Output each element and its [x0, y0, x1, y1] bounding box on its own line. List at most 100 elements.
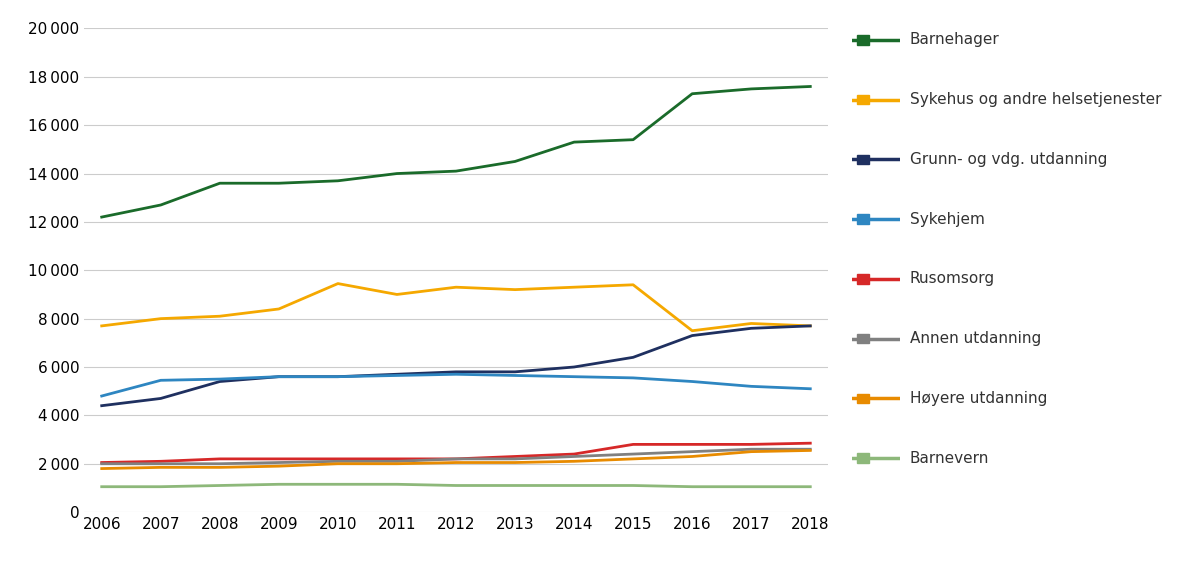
Høyere utdanning	[566, 458, 581, 465]
Annen utdanning	[803, 446, 817, 453]
Sykehus og andre helsetjenester	[508, 286, 522, 293]
Text: Rusomsorg: Rusomsorg	[910, 271, 995, 286]
Sykehus og andre helsetjenester	[566, 284, 581, 291]
Rusomsorg	[212, 455, 227, 462]
Sykehus og andre helsetjenester	[271, 306, 286, 312]
Sykehjem	[390, 372, 404, 379]
Sykehjem	[803, 385, 817, 392]
Høyere utdanning	[154, 464, 168, 471]
Sykehus og andre helsetjenester	[154, 315, 168, 322]
Line: Barnevern: Barnevern	[102, 484, 810, 486]
Barnevern	[803, 483, 817, 490]
Rusomsorg	[508, 453, 522, 460]
Sykehjem	[95, 393, 109, 399]
Rusomsorg	[271, 455, 286, 462]
FancyBboxPatch shape	[857, 215, 869, 224]
Sykehus og andre helsetjenester	[803, 323, 817, 329]
Rusomsorg	[685, 441, 700, 448]
Rusomsorg	[154, 458, 168, 465]
Barnehager	[685, 90, 700, 97]
Grunn- og vdg. utdanning	[626, 354, 641, 361]
Sykehjem	[744, 383, 758, 390]
Grunn- og vdg. utdanning	[154, 395, 168, 402]
FancyBboxPatch shape	[857, 35, 869, 44]
Sykehus og andre helsetjenester	[390, 291, 404, 298]
Sykehus og andre helsetjenester	[626, 282, 641, 288]
Barnehager	[449, 168, 463, 175]
Sykehus og andre helsetjenester	[449, 284, 463, 291]
Text: Grunn- og vdg. utdanning: Grunn- og vdg. utdanning	[910, 152, 1106, 167]
Barnevern	[154, 483, 168, 490]
FancyBboxPatch shape	[857, 394, 869, 403]
Annen utdanning	[390, 458, 404, 465]
Sykehjem	[685, 378, 700, 385]
Annen utdanning	[626, 451, 641, 457]
Høyere utdanning	[95, 465, 109, 472]
Barnevern	[271, 481, 286, 488]
Grunn- og vdg. utdanning	[449, 369, 463, 376]
Rusomsorg	[566, 451, 581, 457]
Barnevern	[95, 483, 109, 490]
Text: Barnevern: Barnevern	[910, 451, 989, 465]
Sykehus og andre helsetjenester	[744, 320, 758, 327]
Grunn- og vdg. utdanning	[508, 369, 522, 376]
Sykehjem	[271, 373, 286, 380]
Sykehjem	[331, 373, 346, 380]
Sykehjem	[212, 376, 227, 382]
Text: Høyere utdanning: Høyere utdanning	[910, 391, 1046, 406]
FancyBboxPatch shape	[857, 95, 869, 104]
Text: Sykehjem: Sykehjem	[910, 212, 984, 226]
Sykehjem	[154, 377, 168, 384]
FancyBboxPatch shape	[857, 453, 869, 463]
Grunn- og vdg. utdanning	[331, 373, 346, 380]
Grunn- og vdg. utdanning	[566, 364, 581, 370]
Høyere utdanning	[685, 453, 700, 460]
Barnevern	[566, 482, 581, 489]
Barnehager	[744, 85, 758, 92]
Rusomsorg	[331, 455, 346, 462]
Høyere utdanning	[626, 455, 641, 462]
Barnehager	[212, 180, 227, 187]
Annen utdanning	[566, 453, 581, 460]
Høyere utdanning	[449, 459, 463, 466]
Rusomsorg	[449, 455, 463, 462]
Sykehjem	[508, 372, 522, 379]
Høyere utdanning	[331, 460, 346, 467]
Høyere utdanning	[390, 460, 404, 467]
Høyere utdanning	[271, 463, 286, 469]
Annen utdanning	[95, 460, 109, 467]
Barnevern	[449, 482, 463, 489]
Line: Barnehager: Barnehager	[102, 86, 810, 217]
Sykehus og andre helsetjenester	[331, 280, 346, 287]
Barnehager	[95, 213, 109, 220]
Grunn- og vdg. utdanning	[271, 373, 286, 380]
Barnehager	[154, 201, 168, 208]
Rusomsorg	[390, 455, 404, 462]
Barnevern	[331, 481, 346, 488]
Rusomsorg	[626, 441, 641, 448]
Sykehjem	[449, 371, 463, 378]
Høyere utdanning	[508, 459, 522, 466]
Barnevern	[212, 482, 227, 489]
Grunn- og vdg. utdanning	[390, 371, 404, 378]
FancyBboxPatch shape	[857, 334, 869, 343]
Line: Høyere utdanning: Høyere utdanning	[102, 451, 810, 469]
Line: Grunn- og vdg. utdanning: Grunn- og vdg. utdanning	[102, 326, 810, 406]
Annen utdanning	[449, 455, 463, 462]
Barnehager	[331, 178, 346, 184]
Barnehager	[566, 139, 581, 146]
Barnehager	[271, 180, 286, 187]
Barnehager	[390, 170, 404, 177]
Sykehjem	[626, 374, 641, 381]
Annen utdanning	[212, 460, 227, 467]
Annen utdanning	[331, 458, 346, 465]
Sykehus og andre helsetjenester	[95, 323, 109, 329]
Line: Sykehus og andre helsetjenester: Sykehus og andre helsetjenester	[102, 283, 810, 331]
Sykehus og andre helsetjenester	[212, 313, 227, 320]
Sykehjem	[566, 373, 581, 380]
FancyBboxPatch shape	[857, 155, 869, 164]
Barnevern	[744, 483, 758, 490]
Annen utdanning	[685, 448, 700, 455]
Barnehager	[626, 136, 641, 143]
Rusomsorg	[803, 440, 817, 447]
